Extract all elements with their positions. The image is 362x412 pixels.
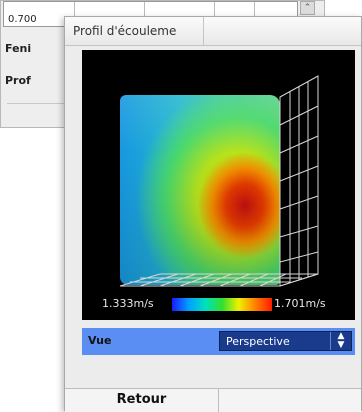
- grid-line: [159, 273, 197, 287]
- grid-floor: [119, 273, 319, 287]
- view-row: Vue Perspective ▲ ▼: [82, 328, 355, 355]
- flow-3d-viewport[interactable]: 1.333m/s 1.701m/s: [82, 50, 355, 320]
- velocity-color-scale: [172, 298, 272, 311]
- flow-profile-dialog: Profil d'écouleme: [64, 16, 362, 412]
- dialog-titlebar: Profil d'écouleme: [65, 17, 361, 46]
- view-select[interactable]: Perspective ▲ ▼: [219, 331, 352, 351]
- legend-max-label: 1.701m/s: [274, 297, 326, 310]
- table-column-divider: [214, 2, 215, 26]
- table-column-divider: [254, 2, 255, 26]
- background-label-feni: Feni: [5, 42, 32, 55]
- grid-line: [199, 273, 233, 287]
- title-tab-edge: [203, 17, 204, 45]
- back-button[interactable]: Retour: [65, 389, 219, 412]
- dialog-title: Profil d'écouleme: [73, 24, 177, 38]
- updown-arrows-icon[interactable]: ▲ ▼: [330, 332, 351, 350]
- table-cell-value: 0.700: [8, 14, 37, 25]
- dialog-button-bar: Retour: [65, 388, 361, 412]
- table-column-divider: [74, 2, 75, 26]
- secondary-button[interactable]: [219, 389, 361, 412]
- scroll-up-icon[interactable]: ⌃: [300, 1, 315, 15]
- table-column-divider: [144, 2, 145, 26]
- grid-line: [219, 273, 251, 287]
- axis-grid: [119, 75, 319, 287]
- view-label: Vue: [88, 334, 112, 347]
- flow-velocity-surface: [120, 95, 280, 285]
- grid-line: [139, 273, 179, 287]
- grid-line: [179, 273, 215, 287]
- grid-line: [259, 273, 287, 287]
- grid-line: [239, 273, 269, 287]
- background-label-prof: Prof: [5, 74, 31, 87]
- legend-min-label: 1.333m/s: [102, 297, 154, 310]
- surface-shading: [120, 95, 280, 285]
- view-select-value: Perspective: [226, 335, 290, 348]
